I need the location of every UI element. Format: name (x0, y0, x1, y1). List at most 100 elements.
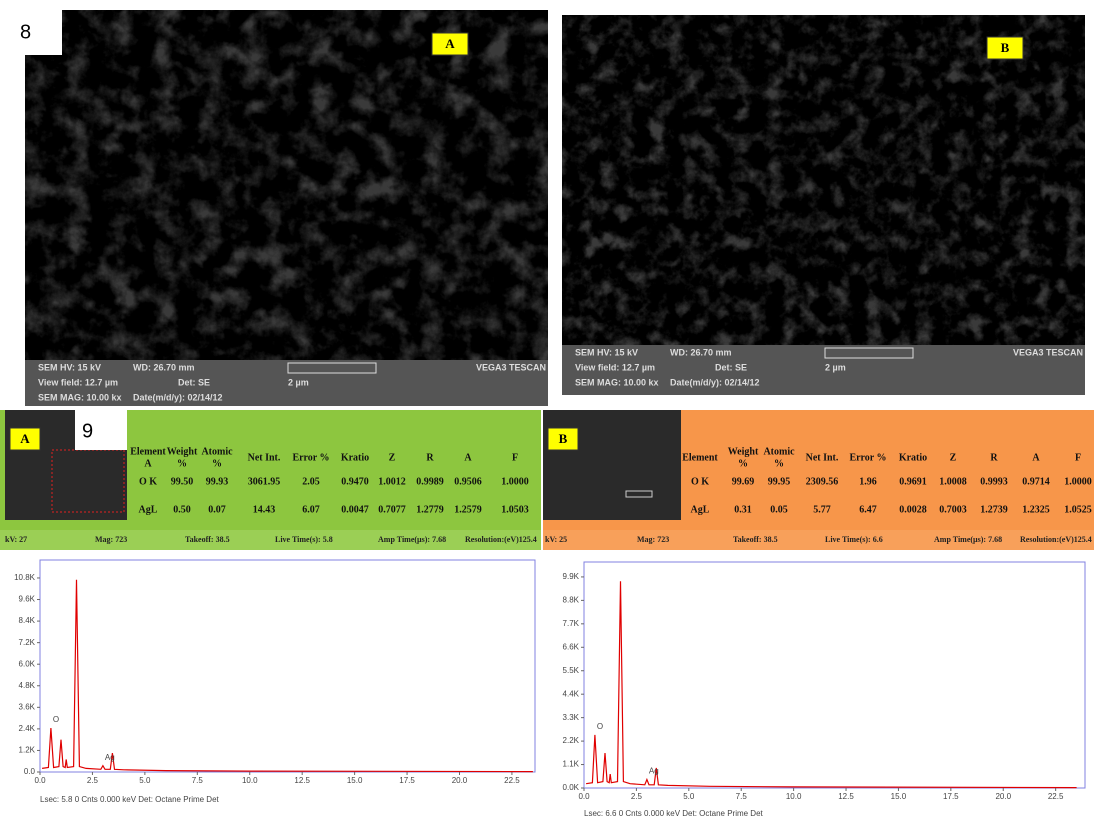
table-header: F (1075, 452, 1081, 463)
table-cell: 99.93 (206, 476, 229, 487)
y-tick-label: 6.0K (19, 659, 36, 668)
x-tick-label: 10.0 (242, 776, 258, 785)
table-cell: 1.96 (859, 476, 877, 487)
sem-info: SEM HV: 15 kV (575, 347, 638, 357)
table-header: Weight (167, 446, 198, 457)
x-tick-label: 22.5 (1048, 792, 1064, 801)
table-header: Net Int. (806, 452, 839, 463)
table-header: Error % (292, 452, 329, 463)
table-header: A (144, 458, 152, 469)
plot-frame (40, 560, 535, 772)
table-cell: 1.0000 (501, 476, 529, 487)
panel-label: B (1001, 40, 1010, 55)
table-header: Atomic (201, 446, 233, 457)
x-tick-label: 0.0 (34, 776, 46, 785)
table-cell: 99.95 (768, 476, 791, 487)
table-cell: 1.0000 (1064, 476, 1092, 487)
table-header: Kratio (899, 452, 927, 463)
table-cell: 14.43 (253, 504, 276, 515)
sem-info: Date(m/d/y): 02/14/12 (670, 377, 760, 387)
y-tick-label: 7.7K (563, 619, 580, 628)
sem-vendor: VEGA3 TESCAN (1013, 347, 1083, 357)
figure-label: 9 (82, 420, 93, 442)
y-tick-label: 4.4K (563, 689, 580, 698)
edx-info: Takeoff: 38.5 (733, 535, 778, 544)
panel-label: B (559, 431, 568, 446)
x-tick-label: 5.0 (683, 792, 695, 801)
y-tick-label: 0.0 (24, 767, 36, 776)
edx-info: Mag: 723 (637, 535, 669, 544)
table-header: Weight (728, 446, 759, 457)
peak-label: Ag (649, 767, 659, 776)
y-tick-label: 10.8K (14, 573, 36, 582)
sem-info: 2 µm (825, 362, 846, 372)
y-tick-label: 3.6K (19, 702, 36, 711)
x-tick-label: 20.0 (452, 776, 468, 785)
edx-info-bar (0, 530, 541, 550)
sem-info: Det: SE (715, 362, 747, 372)
table-cell: 6.07 (302, 504, 320, 515)
table-cell: 1.2739 (980, 504, 1008, 515)
x-tick-label: 10.0 (786, 792, 802, 801)
x-tick-label: 15.0 (347, 776, 363, 785)
table-cell: O K (691, 476, 709, 487)
edx-info: Resolution:(eV)125.4 (1020, 535, 1092, 544)
table-header: Element (682, 452, 718, 463)
figure: 8 9 ASEM HV: 15 kVWD: 26.70 mmVEGA3 TESC… (0, 0, 1094, 822)
y-tick-label: 8.4K (19, 616, 36, 625)
table-cell: 0.7003 (939, 504, 967, 515)
table-cell: 99.50 (171, 476, 194, 487)
table-cell: 0.05 (770, 504, 788, 515)
sem-info: View field: 12.7 µm (575, 362, 655, 372)
y-tick-label: 4.8K (19, 681, 36, 690)
sem-info: SEM MAG: 10.00 kx (575, 377, 659, 387)
table-cell: 2309.56 (806, 476, 839, 487)
table-cell: AgL (691, 504, 710, 515)
table-header: R (426, 452, 434, 463)
x-tick-label: 12.5 (294, 776, 310, 785)
y-tick-label: 9.9K (563, 572, 580, 581)
table-cell: 0.9714 (1022, 476, 1050, 487)
table-header: Z (950, 452, 957, 463)
table-header: Kratio (341, 452, 369, 463)
x-tick-label: 2.5 (87, 776, 99, 785)
table-cell: 1.0525 (1064, 504, 1092, 515)
edx-info-bar (543, 530, 1094, 550)
table-cell: 0.07 (208, 504, 226, 515)
y-tick-label: 8.8K (563, 595, 580, 604)
table-header: Error % (849, 452, 886, 463)
edx-thumbnail (543, 410, 681, 520)
edx-info: Resolution:(eV)125.4 (465, 535, 537, 544)
table-cell: 0.9506 (454, 476, 482, 487)
table-header: Z (389, 452, 396, 463)
x-tick-label: 12.5 (838, 792, 854, 801)
sem-info: SEM HV: 15 kV (38, 362, 101, 372)
table-cell: 0.9691 (899, 476, 927, 487)
table-cell: 0.9470 (341, 476, 369, 487)
plot-frame (584, 562, 1085, 788)
sem-info: SEM MAG: 10.00 kx (38, 392, 122, 402)
table-header: Net Int. (248, 452, 281, 463)
table-cell: 0.31 (734, 504, 752, 515)
table-cell: 0.0047 (341, 504, 369, 515)
panel-label: A (445, 36, 455, 51)
x-tick-label: 5.0 (139, 776, 151, 785)
table-cell: 1.0008 (939, 476, 967, 487)
table-cell: 0.9989 (416, 476, 444, 487)
table-cell: 0.9993 (980, 476, 1008, 487)
y-tick-label: 6.6K (563, 642, 580, 651)
table-cell: 0.0028 (899, 504, 927, 515)
sem-info: View field: 12.7 µm (38, 377, 118, 387)
y-tick-label: 9.6K (19, 595, 36, 604)
y-tick-label: 1.1K (563, 760, 580, 769)
y-tick-label: 2.4K (19, 724, 36, 733)
y-tick-label: 7.2K (19, 638, 36, 647)
y-tick-label: 1.2K (19, 746, 36, 755)
peak-label: O (53, 715, 59, 724)
sem-info: WD: 26.70 mm (670, 347, 732, 357)
edx-info: Amp Time(µs): 7.68 (378, 535, 446, 544)
table-header: A (464, 452, 472, 463)
table-header: A (1032, 452, 1040, 463)
x-tick-label: 2.5 (631, 792, 643, 801)
spectrum-footer: Lsec: 6.6 0 Cnts 0.000 keV Det: Octane P… (584, 809, 764, 818)
